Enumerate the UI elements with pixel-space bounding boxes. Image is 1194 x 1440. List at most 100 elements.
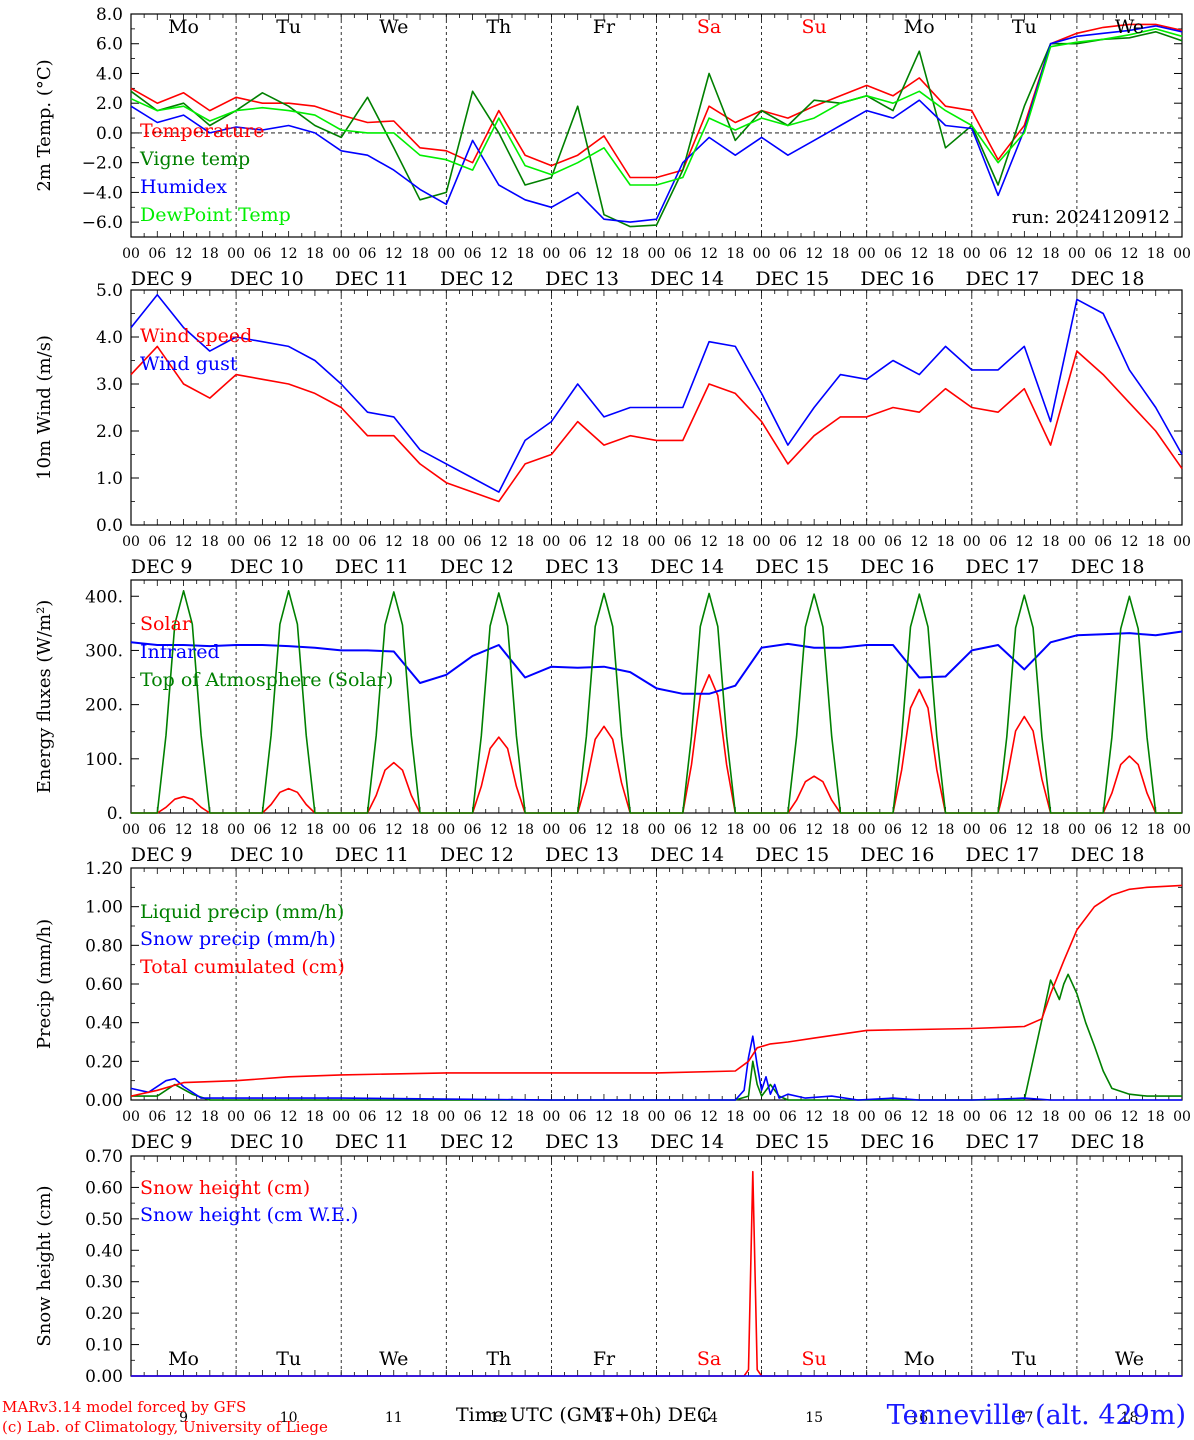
date-label: DEC 12 — [440, 844, 514, 866]
y-tick-label: −6.0 — [82, 213, 123, 233]
hour-label: 18 — [516, 246, 534, 262]
day-name: We — [379, 16, 408, 38]
date-number-label: 17 — [1015, 1410, 1033, 1426]
hour-label: 18 — [1147, 822, 1165, 838]
hour-label: 00 — [963, 1109, 981, 1125]
hour-label: 18 — [411, 822, 429, 838]
date-label: DEC 14 — [650, 556, 724, 578]
legend-entry: Wind speed — [140, 325, 252, 347]
y-axis-label: Precip (mm/h) — [34, 919, 55, 1049]
day-name: Su — [802, 16, 827, 38]
day-name: We — [1115, 16, 1144, 38]
hour-label: 18 — [201, 822, 219, 838]
hour-label: 18 — [411, 246, 429, 262]
date-label: DEC 12 — [440, 268, 514, 290]
legend-entry: Solar — [140, 613, 192, 635]
date-label: DEC 17 — [966, 1131, 1040, 1153]
date-label: DEC 16 — [860, 268, 934, 290]
hour-label: 00 — [753, 822, 771, 838]
hour-label: 12 — [1121, 246, 1139, 262]
date-label: DEC 15 — [755, 268, 829, 290]
legend-entry: Top of Atmosphere (Solar) — [140, 669, 393, 691]
time-axis-label: Time UTC (GMT+0h) DEC — [456, 1404, 712, 1426]
panel-energy — [130, 579, 1183, 814]
hour-label: 00 — [122, 1109, 140, 1125]
hour-label: 12 — [700, 246, 718, 262]
hour-label: 18 — [1147, 1109, 1165, 1125]
hour-label: 06 — [674, 534, 692, 550]
hour-label: 06 — [779, 246, 797, 262]
date-label: DEC 14 — [650, 844, 724, 866]
y-tick-label: 400. — [85, 587, 123, 607]
hour-label: 12 — [910, 246, 928, 262]
day-name: Tu — [276, 16, 301, 38]
hour-label: 06 — [884, 534, 902, 550]
date-label: DEC 9 — [131, 1131, 193, 1153]
date-label: DEC 12 — [440, 1131, 514, 1153]
hour-label: 00 — [753, 534, 771, 550]
series-line-wind-1 — [130, 293, 1183, 493]
hour-label: 18 — [306, 246, 324, 262]
hour-label: 12 — [1015, 822, 1033, 838]
series-line-wind-0 — [130, 345, 1183, 503]
series-line-temp-0 — [130, 23, 1183, 179]
series-line-precip-1 — [130, 1035, 1182, 1101]
date-label: DEC 12 — [440, 556, 514, 578]
hour-label: 00 — [858, 534, 876, 550]
date-label: DEC 17 — [966, 268, 1040, 290]
hour-label: 12 — [595, 246, 613, 262]
hour-label: 12 — [490, 1109, 508, 1125]
hour-label: 06 — [989, 822, 1007, 838]
hour-label: 00 — [437, 246, 455, 262]
hour-label: 06 — [148, 1109, 166, 1125]
y-tick-label: 0.50 — [85, 1210, 123, 1230]
date-number-label: 11 — [385, 1410, 403, 1426]
hour-label: 18 — [726, 534, 744, 550]
hour-label: 00 — [963, 534, 981, 550]
y-tick-label: 0.60 — [85, 975, 123, 995]
date-label: DEC 17 — [966, 844, 1040, 866]
date-label: DEC 13 — [545, 268, 619, 290]
date-label: DEC 15 — [755, 556, 829, 578]
hour-label: 00 — [963, 822, 981, 838]
y-tick-label: 1.20 — [85, 859, 123, 879]
legend-entry: Snow height (cm W.E.) — [140, 1204, 358, 1226]
hour-label: 12 — [1015, 246, 1033, 262]
hour-label: 06 — [359, 246, 377, 262]
hour-label: 06 — [253, 1109, 271, 1125]
day-name: Tu — [1012, 16, 1037, 38]
hour-label: 12 — [1015, 534, 1033, 550]
hour-label: 00 — [1068, 246, 1086, 262]
hour-label: 12 — [700, 822, 718, 838]
y-tick-label: 1.00 — [85, 898, 123, 918]
legend-entry: Vigne temp — [139, 148, 250, 170]
y-tick-label: 5.0 — [96, 281, 123, 301]
hour-label: 00 — [1173, 246, 1191, 262]
hour-label: 06 — [884, 1109, 902, 1125]
hour-label: 00 — [1068, 1109, 1086, 1125]
y-tick-label: 0.20 — [85, 1304, 123, 1324]
date-label: DEC 15 — [755, 1131, 829, 1153]
hour-label: 06 — [779, 534, 797, 550]
y-tick-label: 2.0 — [96, 94, 123, 114]
y-tick-label: 0.20 — [85, 1052, 123, 1072]
hour-label: 00 — [542, 534, 560, 550]
date-number-label: 15 — [805, 1410, 823, 1426]
hour-label: 06 — [1094, 246, 1112, 262]
hour-label: 12 — [595, 822, 613, 838]
y-tick-label: 2.0 — [96, 422, 123, 442]
date-label: DEC 13 — [545, 844, 619, 866]
y-tick-label: 0.80 — [85, 936, 123, 956]
legend-entry: DewPoint Temp — [140, 204, 291, 226]
hour-label: 12 — [910, 1109, 928, 1125]
hour-label: 18 — [306, 822, 324, 838]
hour-label: 06 — [569, 246, 587, 262]
hour-label: 06 — [148, 534, 166, 550]
hour-label: 06 — [359, 534, 377, 550]
hour-label: 00 — [227, 534, 245, 550]
y-tick-label: 8.0 — [96, 5, 123, 25]
legend-entry: Snow precip (mm/h) — [140, 928, 336, 950]
hour-label: 12 — [280, 246, 298, 262]
hour-label: 18 — [306, 1109, 324, 1125]
hour-label: 00 — [332, 822, 350, 838]
